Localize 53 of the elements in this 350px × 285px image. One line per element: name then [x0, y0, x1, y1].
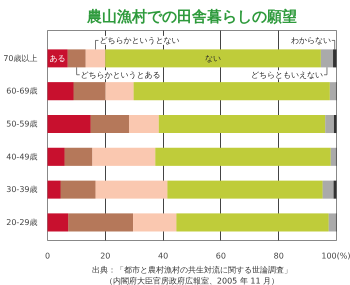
bar [92, 148, 156, 166]
series-label: どちらかというとない [99, 36, 180, 45]
bar [334, 114, 336, 134]
series-label: どちらともいえない [251, 70, 324, 80]
bar [68, 49, 86, 68]
bar [74, 82, 106, 100]
y-tick-label: 40-49歳 [6, 152, 38, 162]
bar [60, 180, 96, 199]
bar [176, 213, 329, 232]
bar [48, 82, 74, 100]
series-label: どちらかというとある [80, 70, 161, 80]
source-note: 出典：「都市と農村漁村の共生対流に関する世論調査」 [92, 266, 292, 274]
bar [95, 180, 168, 199]
bar [330, 148, 336, 166]
bar [325, 114, 334, 134]
y-tick-label: 70歳以上 [3, 54, 38, 63]
bar [48, 180, 61, 199]
bar [68, 213, 134, 232]
bar [48, 114, 91, 134]
bar [48, 213, 68, 232]
bar [167, 180, 323, 199]
bar [86, 49, 106, 68]
bar [48, 148, 65, 166]
bar [105, 49, 321, 68]
x-tick-label: 40 [158, 252, 168, 260]
bar [134, 82, 330, 100]
bar [330, 82, 336, 100]
x-tick-label: 80 [274, 252, 284, 260]
series-label: ある [50, 54, 66, 63]
x-tick-label: 60 [216, 252, 226, 260]
bar [328, 213, 336, 232]
x-tick-label: 100(%) [321, 252, 350, 260]
x-tick-label: 0 [44, 252, 50, 260]
series-label: ない [205, 54, 222, 63]
bar [322, 180, 334, 199]
bar [334, 180, 336, 199]
y-tick-label: 50-59歳 [6, 120, 38, 129]
bar [320, 49, 334, 68]
bar [64, 148, 92, 166]
bar [333, 49, 336, 68]
y-tick-label: 20-29歳 [6, 218, 38, 227]
bar [155, 148, 331, 166]
bar [129, 114, 159, 134]
bar [158, 114, 326, 134]
y-tick-label: 30-39歳 [6, 185, 38, 194]
text: （内閣府大臣官房政府広報室、2005 年 11 月） [104, 276, 280, 285]
x-tick-label: 20 [100, 252, 110, 260]
bar [133, 213, 176, 232]
bar [105, 82, 134, 100]
bar [90, 114, 129, 134]
series-label: わからない [290, 36, 331, 45]
y-tick-label: 60-69歳 [6, 86, 38, 96]
chart-title: 農山漁村での田舎暮らしの願望 [86, 8, 297, 26]
